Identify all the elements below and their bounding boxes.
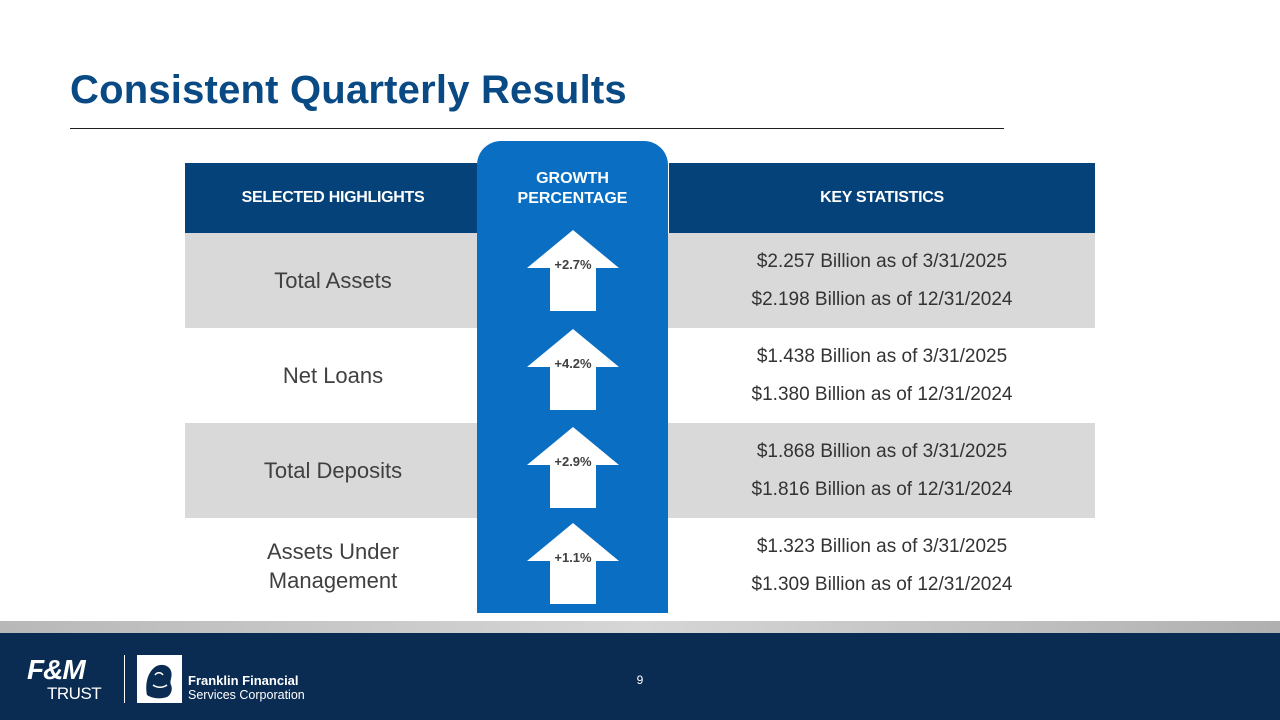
stat-current: $2.257 Billion as of 3/31/2025 [756, 250, 1008, 272]
row-stats: $1.323 Billion as of 3/31/2025 $1.309 Bi… [669, 518, 1095, 613]
header-left-label: SELECTED HIGHLIGHTS [241, 189, 425, 206]
footer: F&M TRUST Franklin Financial Services Co… [0, 633, 1280, 720]
table-row-assets-under-management: Assets Under Management $1.323 Billion a… [185, 518, 1095, 613]
up-arrow-icon [527, 427, 619, 508]
stat-current: $1.323 Billion as of 3/31/2025 [756, 535, 1008, 557]
fm-logo-trust: TRUST [47, 684, 102, 703]
stat-prior: $2.198 Billion as of 12/31/2024 [751, 288, 1013, 310]
stat-prior: $1.380 Billion as of 12/31/2024 [751, 383, 1013, 405]
growth-arrow-net-loans: +4.2% [527, 329, 619, 410]
header-key-statistics: KEY STATISTICS [669, 163, 1095, 233]
growth-header: GROWTH PERCENTAGE [477, 169, 668, 209]
header-right-label: KEY STATISTICS [820, 189, 944, 206]
logo-divider [124, 655, 125, 703]
fm-trust-logo: F&M TRUST [27, 655, 111, 703]
stat-current: $1.438 Billion as of 3/31/2025 [756, 345, 1008, 367]
growth-arrow-assets-under-management: +1.1% [527, 523, 619, 604]
header-selected-highlights: SELECTED HIGHLIGHTS [185, 163, 477, 233]
row-label: Total Deposits [263, 458, 403, 483]
growth-value: +4.2% [554, 356, 592, 371]
growth-value: +1.1% [554, 550, 592, 565]
fm-logo-mark: F&M [27, 654, 86, 685]
growth-header-line2: PERCENTAGE [517, 190, 628, 207]
stat-prior: $1.309 Billion as of 12/31/2024 [751, 573, 1013, 595]
up-arrow-icon [527, 523, 619, 604]
page-number: 9 [636, 673, 644, 687]
up-arrow-icon [527, 230, 619, 311]
stat-prior: $1.816 Billion as of 12/31/2024 [751, 478, 1013, 500]
ffsc-line1: Franklin Financial [188, 673, 299, 688]
growth-arrow-total-assets: +2.7% [527, 230, 619, 311]
row-label: Net Loans [282, 363, 384, 388]
row-stats: $1.438 Billion as of 3/31/2025 $1.380 Bi… [669, 328, 1095, 423]
row-stats: $1.868 Billion as of 3/31/2025 $1.816 Bi… [669, 423, 1095, 518]
title-divider [70, 128, 1004, 129]
growth-percentage-column: GROWTH PERCENTAGE +2.7% +4.2% +2.9% +1.1… [477, 141, 668, 613]
growth-value: +2.9% [554, 454, 592, 469]
row-label-line1: Assets Under [266, 538, 400, 564]
table-row-net-loans: Net Loans $1.438 Billion as of 3/31/2025… [185, 328, 1095, 423]
page-title: Consistent Quarterly Results [70, 68, 627, 112]
footer-accent-band [0, 621, 1280, 633]
stat-current: $1.868 Billion as of 3/31/2025 [756, 440, 1008, 462]
franklin-emblem-icon [137, 655, 182, 703]
growth-value: +2.7% [554, 257, 592, 272]
ffsc-logo-text: Franklin Financial Services Corporation [188, 673, 305, 703]
row-stats: $2.257 Billion as of 3/31/2025 $2.198 Bi… [669, 233, 1095, 328]
growth-header-line1: GROWTH [536, 170, 609, 187]
ffsc-line2: Services Corporation [188, 688, 305, 702]
growth-arrow-total-deposits: +2.9% [527, 427, 619, 508]
up-arrow-icon [527, 329, 619, 410]
row-label: Assets Under Management [185, 518, 481, 613]
row-label-line2: Management [268, 567, 398, 593]
row-label: Total Assets [274, 268, 392, 293]
